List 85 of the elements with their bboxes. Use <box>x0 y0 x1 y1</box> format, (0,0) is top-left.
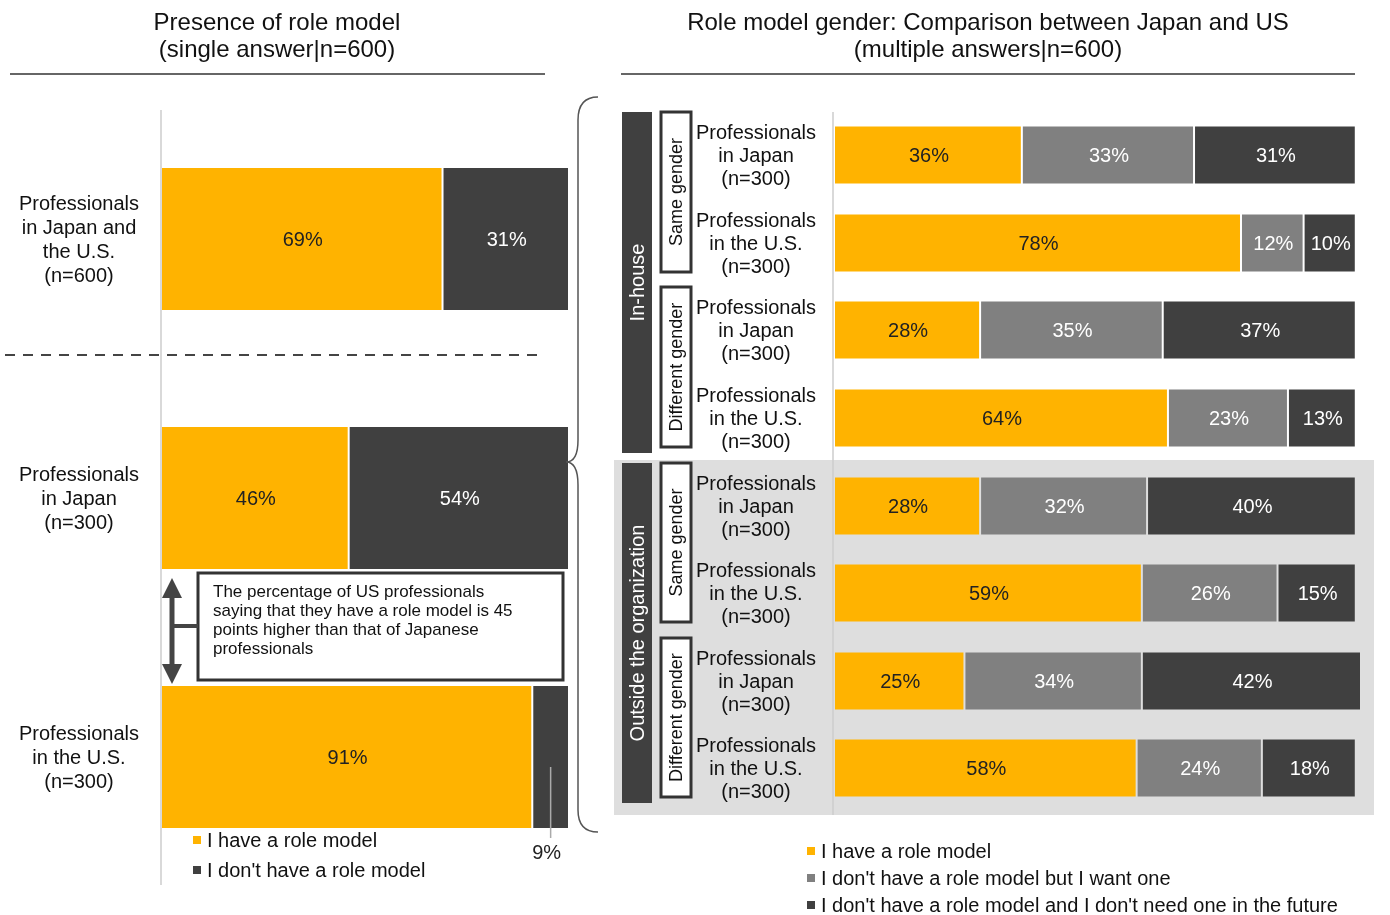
annotation: The percentage of US professionals saying that they have a role model is 45 points higher than that of Japanese professionals <box>213 582 513 658</box>
text: Different gender <box>666 653 687 782</box>
y-tick-label: Professionals in Japan and the U.S. (n=600) <box>18 192 140 286</box>
data-label: 10% <box>1310 232 1351 254</box>
bar <box>1195 126 1355 184</box>
y-tick-label: Professionals in the U.S. (n=300) <box>695 734 817 802</box>
legend-label: I have a role model <box>207 829 378 851</box>
data-label: 46% <box>235 487 277 509</box>
bar <box>1278 564 1355 622</box>
data-label: 64% <box>981 407 1023 429</box>
y-tick-label: Professionals in Japan (n=300) <box>18 463 140 533</box>
legend-label: I don't have a role model <box>207 859 426 881</box>
legend-label: I don't have a role model and I don't need one in the future <box>821 894 1338 915</box>
data-label: 34% <box>1034 670 1075 692</box>
text: Different gender <box>666 302 687 432</box>
data-label: 36% <box>908 144 950 166</box>
bar <box>1163 301 1355 359</box>
y-tick-label: Professionals in the U.S. (n=300) <box>695 559 817 627</box>
data-label: 58% <box>966 757 1007 779</box>
legend-label: I don't have a role model but I want one <box>821 867 1171 889</box>
data-label: 23% <box>1208 407 1250 429</box>
data-label: 59% <box>968 582 1010 604</box>
bar <box>1241 214 1303 272</box>
data-label: 18% <box>1289 757 1331 779</box>
data-label: 33% <box>1088 144 1130 166</box>
data-label: 54% <box>439 487 481 509</box>
bar <box>443 168 568 310</box>
bar <box>835 214 1240 272</box>
bar <box>533 686 568 828</box>
bar <box>981 477 1147 535</box>
data-label: 12% <box>1253 232 1294 254</box>
data-label: 28% <box>888 495 929 517</box>
bar <box>835 652 964 710</box>
y-tick-label: Professionals in Japan (n=300) <box>695 296 817 364</box>
data-label: 9% <box>532 841 562 863</box>
chart-subtitle: (single answer|n=600) <box>158 35 396 63</box>
chart-title: Role model gender: Comparison between Japan and US <box>687 8 1289 36</box>
y-tick-label: Professionals in Japan (n=300) <box>695 472 817 540</box>
data-label: 15% <box>1297 582 1338 604</box>
data-label: 31% <box>486 228 527 250</box>
data-label: 78% <box>1018 232 1059 254</box>
chart-title: Presence of role model <box>153 8 401 36</box>
data-label: 26% <box>1190 582 1231 604</box>
text: Same gender <box>666 137 687 247</box>
bar <box>1304 214 1355 272</box>
y-tick-label: Professionals in Japan (n=300) <box>695 647 817 715</box>
bar <box>1288 389 1355 447</box>
bar <box>981 301 1162 359</box>
data-label: 35% <box>1052 319 1093 341</box>
data-label: 32% <box>1044 495 1085 517</box>
bar <box>835 477 980 535</box>
text: Outside the organization <box>626 524 648 742</box>
bar <box>162 168 442 310</box>
chart-subtitle: (multiple answers|n=600) <box>853 35 1123 63</box>
bar <box>835 739 1136 797</box>
bar <box>1142 564 1277 622</box>
bar <box>1168 389 1287 447</box>
bar <box>162 686 532 828</box>
data-label: 28% <box>888 319 929 341</box>
bar <box>835 301 980 359</box>
data-label: 31% <box>1255 144 1297 166</box>
bar <box>1137 739 1261 797</box>
text: Same gender <box>666 488 687 597</box>
data-label: 42% <box>1232 670 1273 692</box>
bar <box>965 652 1141 710</box>
data-label: 37% <box>1240 319 1281 341</box>
data-label: 40% <box>1232 495 1273 517</box>
bar <box>1022 126 1194 184</box>
data-label: 91% <box>327 746 368 768</box>
bar <box>835 564 1141 622</box>
data-label: 69% <box>282 228 323 250</box>
y-tick-label: Professionals in the U.S. (n=300) <box>695 209 817 277</box>
bar <box>835 126 1021 184</box>
text: In-house <box>626 243 648 322</box>
y-tick-label: Professionals in the U.S. (n=300) <box>18 722 140 792</box>
legend-label: I have a role model <box>821 840 992 862</box>
y-tick-label: Professionals in Japan (n=300) <box>695 121 817 189</box>
bar <box>1148 477 1355 535</box>
data-label: 13% <box>1302 407 1344 429</box>
data-label: 25% <box>880 670 921 692</box>
bar <box>1262 739 1355 797</box>
bar <box>835 389 1167 447</box>
y-tick-label: Professionals in the U.S. (n=300) <box>695 384 817 452</box>
data-label: 24% <box>1180 757 1221 779</box>
bar <box>1142 652 1360 710</box>
